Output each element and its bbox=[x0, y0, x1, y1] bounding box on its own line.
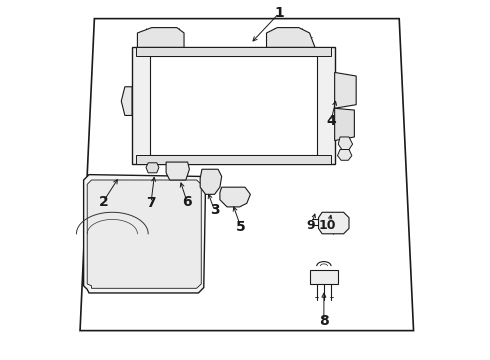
Text: 2: 2 bbox=[98, 194, 108, 208]
Text: 6: 6 bbox=[182, 194, 192, 208]
Polygon shape bbox=[150, 56, 317, 155]
Polygon shape bbox=[335, 72, 356, 108]
Polygon shape bbox=[310, 270, 338, 284]
Polygon shape bbox=[84, 175, 205, 293]
Text: 3: 3 bbox=[210, 203, 220, 217]
Polygon shape bbox=[267, 28, 315, 47]
Polygon shape bbox=[318, 212, 349, 234]
Text: 1: 1 bbox=[274, 6, 284, 20]
Text: 4: 4 bbox=[326, 114, 336, 128]
Polygon shape bbox=[338, 149, 352, 160]
Text: 9: 9 bbox=[306, 219, 315, 232]
Polygon shape bbox=[122, 87, 132, 116]
Text: 10: 10 bbox=[318, 219, 336, 232]
Polygon shape bbox=[166, 162, 190, 180]
Text: 8: 8 bbox=[319, 314, 329, 328]
Polygon shape bbox=[335, 108, 354, 140]
Polygon shape bbox=[146, 163, 159, 173]
Text: 7: 7 bbox=[146, 195, 156, 210]
Polygon shape bbox=[87, 180, 201, 288]
Polygon shape bbox=[338, 137, 353, 149]
Polygon shape bbox=[136, 155, 331, 164]
Polygon shape bbox=[136, 47, 331, 56]
Polygon shape bbox=[220, 187, 250, 207]
Polygon shape bbox=[80, 19, 414, 330]
Text: 5: 5 bbox=[236, 220, 245, 234]
Polygon shape bbox=[137, 28, 184, 47]
Polygon shape bbox=[132, 47, 335, 164]
Polygon shape bbox=[200, 169, 221, 194]
